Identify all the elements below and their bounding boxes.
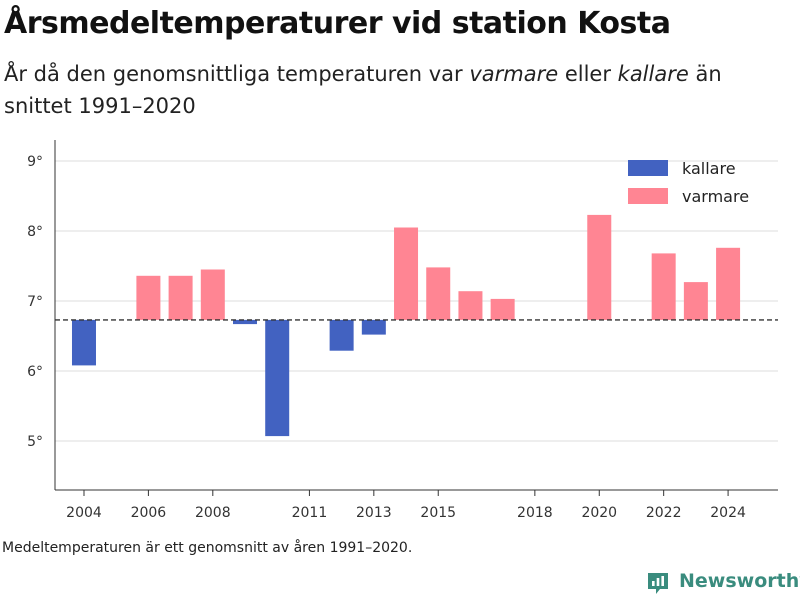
bar-chart: 5° 6° 7° 8° 9° 2004 2006 2008 2011 2013 2015 2018 20…	[27, 140, 778, 521]
subtitle-text-3: än snittet 1991–2020	[4, 62, 722, 118]
x-tick-label: 2022	[646, 505, 682, 521]
bar-varmare-2022	[651, 253, 676, 320]
y-tick-label: 9°	[27, 154, 43, 170]
bar-varmare-2014	[394, 227, 419, 320]
y-tick-label: 6°	[27, 364, 43, 380]
x-tick-label: 2013	[356, 505, 392, 521]
legend-label-varmare: varmare	[682, 187, 749, 206]
x-tick-label: 2006	[131, 505, 167, 521]
bar-varmare-2015	[426, 267, 451, 320]
legend-swatch-varmare	[628, 188, 668, 204]
chart-title: Årsmedeltemperaturer vid station Kosta	[4, 6, 671, 41]
bar-varmare-2023	[683, 282, 708, 320]
x-tick-label: 2008	[195, 505, 231, 521]
bar-varmare-2020	[587, 214, 612, 320]
legend-swatch-kallare	[628, 160, 668, 176]
brand-name: Newsworthy	[679, 570, 800, 592]
bar-kallare-2012	[329, 319, 354, 351]
x-tick-label: 2018	[517, 505, 553, 521]
bar-varmare-2008	[200, 269, 225, 320]
y-tick-label: 5°	[27, 434, 43, 450]
bar-kallare-2004	[71, 319, 96, 366]
legend-label-kallare: kallare	[682, 159, 736, 178]
subtitle-warmer: varmare	[469, 62, 559, 86]
bar-varmare-2024	[716, 247, 741, 320]
newsworthy-logo: Newsworthy	[645, 568, 800, 598]
x-tick-label: 2011	[292, 505, 328, 521]
bar-varmare-2017	[490, 298, 515, 320]
subtitle-text-2: eller	[558, 62, 618, 86]
bar-varmare-2006	[136, 275, 161, 320]
bar-kallare-2010	[265, 319, 290, 437]
y-tick-label: 7°	[27, 294, 43, 310]
y-tick-label: 8°	[27, 224, 43, 240]
bar-varmare-2016	[458, 291, 483, 320]
x-tick-label: 2020	[581, 505, 617, 521]
subtitle-colder: kallare	[617, 62, 689, 86]
footnote: Medeltemperaturen är ett genomsnitt av å…	[2, 540, 413, 556]
newsworthy-icon	[648, 573, 668, 594]
x-tick-label: 2024	[710, 505, 746, 521]
x-tick-label: 2004	[66, 505, 102, 521]
chart-subtitle: År då den genomsnittliga temperaturen va…	[4, 58, 784, 122]
subtitle-text-1: År då den genomsnittliga temperaturen va…	[4, 62, 470, 86]
x-tick-label: 2015	[420, 505, 456, 521]
bar-kallare-2013	[361, 319, 386, 335]
bar-kallare-2009	[233, 319, 258, 325]
bar-varmare-2007	[168, 275, 193, 320]
